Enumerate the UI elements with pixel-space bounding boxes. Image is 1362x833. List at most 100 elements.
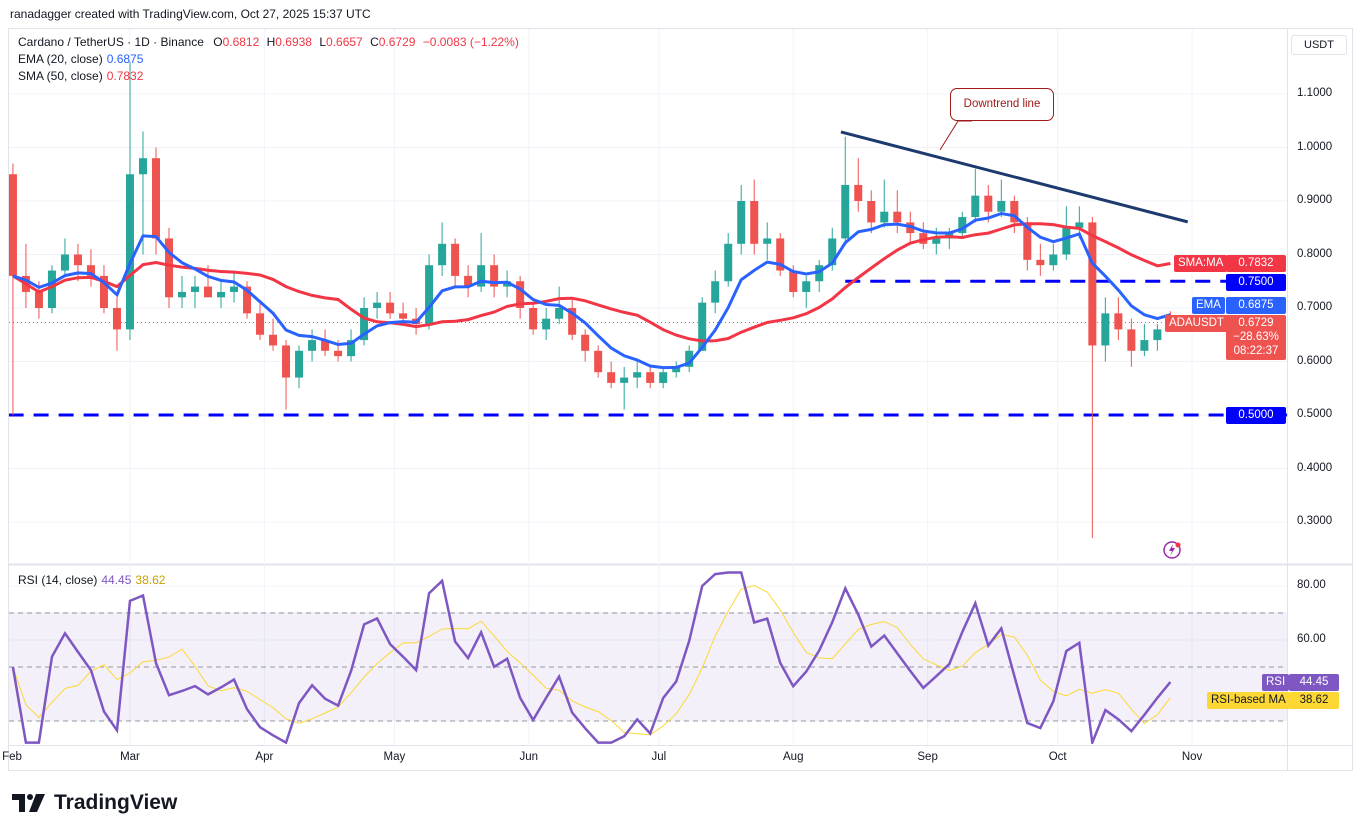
downtrend-callout[interactable]: Downtrend line (950, 88, 1054, 121)
candle[interactable] (971, 168, 980, 223)
currency-button[interactable]: USDT (1291, 35, 1347, 55)
candle-body (854, 184, 863, 201)
sma-legend[interactable]: SMA (50, close) 0.7832 (18, 69, 143, 83)
candle[interactable] (490, 254, 499, 298)
candle[interactable] (568, 297, 577, 341)
bar-countdown: 08:22:37 (1233, 345, 1279, 357)
candle[interactable] (763, 222, 772, 260)
candle[interactable] (737, 184, 746, 255)
candle[interactable] (112, 297, 121, 351)
ema-legend[interactable]: EMA (20, close) 0.6875 (18, 52, 143, 66)
symbol-title[interactable]: Cardano / TetherUS · 1D · Binance (18, 35, 204, 49)
candle[interactable] (776, 233, 785, 276)
alert-icon[interactable] (1163, 541, 1181, 559)
tradingview-logo[interactable]: TradingView (12, 791, 177, 815)
candle[interactable] (178, 275, 186, 308)
lightning-alert-icon[interactable] (1163, 541, 1181, 559)
candle[interactable] (542, 308, 551, 341)
candle[interactable] (21, 243, 30, 308)
candle[interactable] (607, 361, 616, 389)
price-tick: 0.5000 (1297, 408, 1333, 420)
candle[interactable] (581, 329, 590, 362)
candle[interactable] (60, 238, 69, 276)
sma-line[interactable] (12, 222, 1171, 343)
candle[interactable] (854, 158, 863, 212)
candle[interactable] (633, 361, 642, 389)
candle[interactable] (646, 366, 655, 389)
candle[interactable] (893, 190, 902, 234)
candle[interactable] (1153, 324, 1162, 351)
candle[interactable] (1049, 243, 1058, 271)
candle[interactable] (1036, 243, 1045, 276)
candle[interactable] (672, 361, 681, 378)
candle[interactable] (164, 227, 173, 308)
candle[interactable] (997, 179, 1006, 218)
candle-body (620, 377, 629, 383)
candle[interactable] (230, 270, 239, 303)
candle-body (737, 201, 746, 244)
candle[interactable] (282, 340, 291, 410)
candle-body (230, 286, 239, 292)
candle[interactable] (269, 318, 278, 351)
price-tick: 1.0000 (1297, 140, 1333, 153)
candle[interactable] (73, 243, 82, 282)
rsi-legend[interactable]: RSI (14, close) 44.45 38.62 (18, 573, 165, 587)
candle[interactable] (125, 61, 134, 341)
candle[interactable] (711, 270, 720, 314)
candle[interactable] (464, 265, 473, 298)
candle[interactable] (516, 275, 525, 319)
candle[interactable] (529, 302, 538, 335)
candle-body (34, 291, 43, 308)
candle[interactable] (815, 259, 824, 292)
candle[interactable] (724, 233, 733, 287)
candle[interactable] (386, 291, 395, 319)
candle[interactable] (308, 329, 317, 362)
candle[interactable] (425, 254, 434, 330)
candle[interactable] (321, 329, 330, 357)
rsi-line[interactable] (11, 571, 1172, 744)
candle[interactable] (958, 211, 967, 239)
candle[interactable] (373, 291, 382, 319)
candle[interactable] (867, 190, 876, 234)
candle-body (958, 217, 967, 234)
ema-line[interactable] (12, 211, 1171, 370)
candle[interactable] (750, 179, 759, 255)
candle[interactable] (347, 329, 356, 362)
candle[interactable] (503, 270, 512, 298)
candle[interactable] (919, 222, 928, 250)
candle[interactable] (685, 345, 694, 373)
candle[interactable] (620, 366, 629, 410)
candle[interactable] (1114, 297, 1123, 341)
candle[interactable] (841, 136, 850, 244)
candle[interactable] (9, 163, 17, 415)
candle[interactable] (451, 238, 460, 287)
candle[interactable] (1101, 297, 1110, 362)
candle[interactable] (138, 131, 147, 255)
close-value: 0.6729 (378, 35, 416, 49)
candle[interactable] (217, 281, 226, 308)
candle[interactable] (659, 366, 668, 389)
candle[interactable] (1127, 318, 1136, 367)
candle[interactable] (438, 222, 447, 276)
candle[interactable] (99, 265, 108, 314)
sma-label: SMA (50, close) (18, 69, 103, 83)
candle[interactable] (1062, 206, 1071, 260)
candle[interactable] (594, 345, 603, 378)
candle[interactable] (802, 275, 811, 308)
candle[interactable] (1140, 324, 1149, 357)
candle[interactable] (880, 179, 889, 228)
candle[interactable] (86, 249, 95, 287)
candle[interactable] (360, 297, 369, 346)
candle[interactable] (191, 275, 200, 308)
candle-body (880, 211, 889, 223)
candle[interactable] (256, 302, 265, 341)
candle[interactable] (243, 281, 252, 319)
downtrend-line[interactable] (840, 130, 1189, 224)
candle[interactable] (984, 184, 993, 223)
candle[interactable] (1088, 217, 1097, 539)
candle[interactable] (47, 265, 56, 314)
candle[interactable] (295, 345, 304, 389)
rsi-ma-line[interactable] (12, 584, 1171, 736)
candle-body (672, 366, 681, 373)
